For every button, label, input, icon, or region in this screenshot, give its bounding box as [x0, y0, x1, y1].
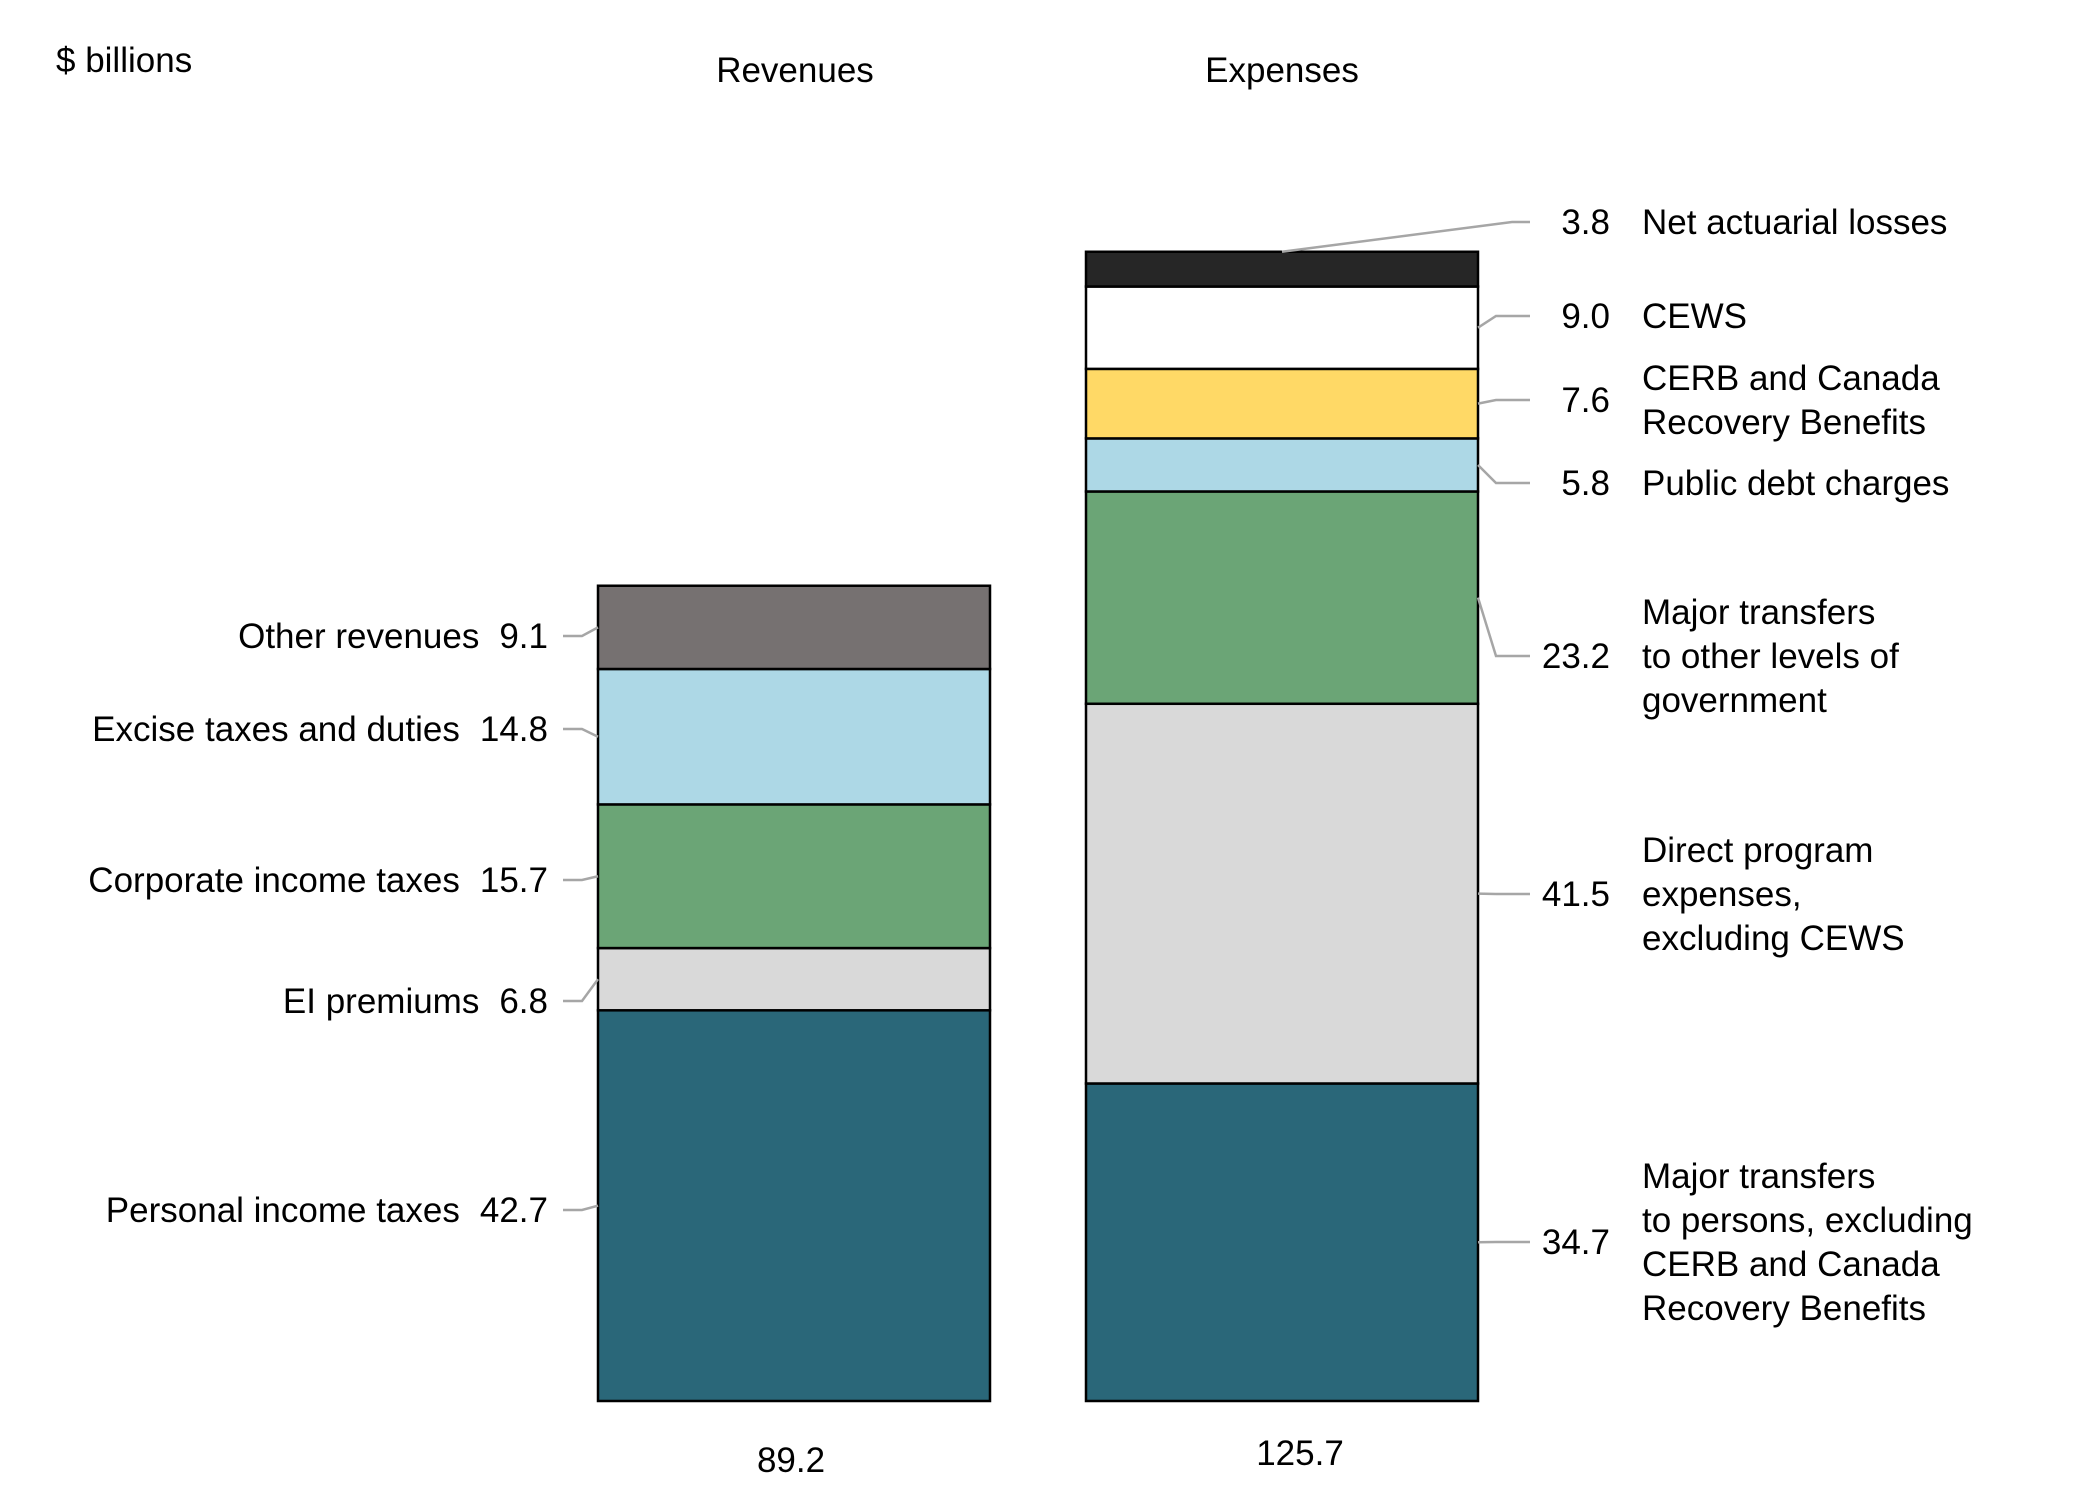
- revenues-value-label: 6.8: [499, 982, 548, 1021]
- total-label-revenues: 89.2: [757, 1441, 825, 1480]
- expenses-bar-segment: [1084, 367, 1480, 440]
- revenues-category-label: Corporate income taxes: [88, 861, 460, 900]
- category-label-expenses: Expenses: [1205, 51, 1359, 90]
- label-line: Major transfers: [1642, 1157, 1875, 1196]
- label-line: to persons, excluding: [1642, 1201, 1973, 1240]
- revenues-leader-line: [563, 1204, 599, 1212]
- expenses-value-label: 7.6: [1561, 381, 1610, 420]
- label-line: Direct program: [1642, 831, 1873, 870]
- expenses-value-label: 34.7: [1542, 1223, 1610, 1262]
- expenses-bar-segment: [1084, 702, 1480, 1085]
- expenses-leader-line: [1281, 220, 1530, 253]
- expenses-leader-line: [1477, 464, 1530, 485]
- expenses-value-label: 5.8: [1561, 464, 1610, 503]
- expenses-category-label: CERB and Canada Recovery Benefits: [1642, 359, 1940, 442]
- label-line: Recovery Benefits: [1642, 1289, 1926, 1328]
- unit-label: $ billions: [56, 41, 192, 80]
- revenues-category-label: Personal income taxes: [106, 1191, 460, 1230]
- expenses-bar-segment: [1084, 285, 1480, 371]
- expenses-category-label: CEWS: [1642, 297, 1747, 336]
- revenues-category-label: Excise taxes and duties: [92, 710, 460, 749]
- label-line: to other levels of: [1642, 637, 1899, 676]
- label-line: Public debt charges: [1642, 464, 1949, 503]
- revenues-value-label: 15.7: [480, 861, 548, 900]
- revenues-bar-segment: [596, 946, 992, 1012]
- label-line: expenses,: [1642, 875, 1802, 914]
- expenses-category-label: Public debt charges: [1642, 464, 1949, 503]
- label-line: Major transfers: [1642, 593, 1875, 632]
- label-line: CERB and Canada: [1642, 1245, 1940, 1284]
- revenues-bar-segment: [596, 584, 992, 671]
- label-line: CERB and Canada: [1642, 359, 1940, 398]
- expenses-value-label: 3.8: [1561, 203, 1610, 242]
- revenues-value-label: 14.8: [480, 710, 548, 749]
- expenses-bar-segment: [1084, 250, 1480, 288]
- revenues-bar-segment: [596, 803, 992, 950]
- revenues-bar-segment: [596, 667, 992, 806]
- expenses-bar-segment: [1084, 1082, 1480, 1403]
- revenues-category-label: EI premiums: [283, 982, 479, 1021]
- revenues-value-label: 42.7: [480, 1191, 548, 1230]
- expenses-category-label: Major transfers to other levels of governm…: [1642, 593, 1899, 720]
- expenses-bar-segment: [1084, 490, 1480, 706]
- revenues-leader-line: [563, 978, 600, 1003]
- expenses-category-label: Net actuarial losses: [1642, 203, 1947, 242]
- label-line: excluding CEWS: [1642, 919, 1905, 958]
- expenses-value-label: 23.2: [1542, 637, 1610, 676]
- total-label-expenses: 125.7: [1256, 1434, 1344, 1473]
- expenses-category-label: Major transfers to persons, excluding CERB…: [1642, 1157, 1973, 1328]
- expenses-category-label: Direct program expenses, excluding CEWS: [1642, 831, 1905, 958]
- revenues-bar-segment: [596, 1009, 992, 1403]
- revenues-leader-line: [563, 626, 599, 638]
- revenues-value-label: 9.1: [499, 617, 548, 656]
- revenues-leader-line: [563, 875, 599, 882]
- expenses-leader-line: [1477, 398, 1530, 405]
- expenses-leader-line: [1476, 597, 1530, 658]
- expenses-value-label: 9.0: [1561, 297, 1610, 336]
- expenses-bar-segment: [1084, 437, 1480, 493]
- label-line: Recovery Benefits: [1642, 403, 1926, 442]
- expenses-value-label: 41.5: [1542, 875, 1610, 914]
- revenues-leader-line: [563, 727, 599, 738]
- label-line: Net actuarial losses: [1642, 203, 1947, 242]
- category-label-revenues: Revenues: [716, 51, 874, 90]
- label-line: government: [1642, 681, 1827, 720]
- label-line: CEWS: [1642, 297, 1747, 336]
- revenues-category-label: Other revenues: [238, 617, 479, 656]
- expenses-leader-line: [1477, 314, 1530, 329]
